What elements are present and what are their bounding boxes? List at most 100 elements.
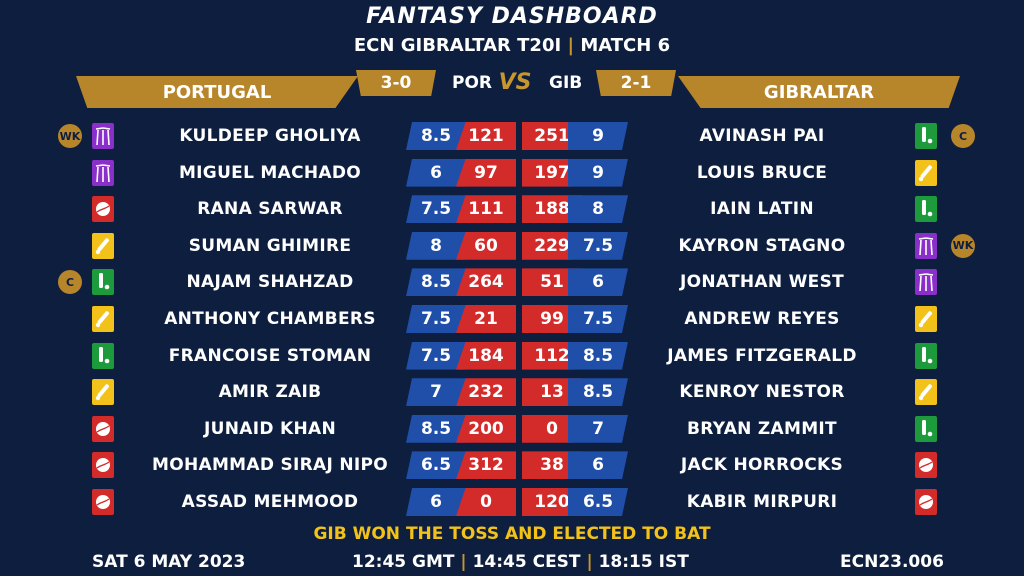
- batsman-icon: [915, 342, 937, 369]
- team-right-abbr: GIB: [549, 73, 583, 93]
- right-player-name: BRYAN ZAMMIT: [687, 418, 837, 439]
- right-player-credit: 8.5: [568, 341, 628, 370]
- left-player-credit: 6: [406, 158, 466, 187]
- captain-badge: C: [58, 270, 82, 295]
- left-player-name: ANTHONY CHAMBERS: [164, 309, 376, 329]
- left-player-credit: 6.5: [406, 451, 466, 480]
- left-player-name: RANA SARWAR: [197, 199, 343, 220]
- team-right-banner: GIBRALTAR: [678, 76, 960, 108]
- right-player-credit: 6.5: [568, 488, 628, 516]
- player-row: SUMAN GHIMIRE 8 60 229 7.5 KAYRON STAGNO WK: [0, 230, 1024, 262]
- right-player-name: KABIR MIRPURI: [686, 492, 838, 512]
- subtitle-separator: |: [567, 35, 575, 56]
- right-player-credit: 6: [568, 451, 628, 480]
- cricket-ball-icon: [92, 489, 114, 515]
- left-player-name: ASSAD MEHMOOD: [181, 492, 359, 512]
- wicket-keeper-icon: [92, 159, 114, 186]
- player-row: RANA SARWAR 7.5 111 188 8 IAIN LATIN: [0, 193, 1024, 225]
- right-player-credit: 7.5: [568, 305, 628, 333]
- right-player-credit: 8: [568, 195, 628, 224]
- left-player-name: MIGUEL MACHADO: [178, 162, 362, 183]
- wicket-keeper-icon: [915, 269, 937, 296]
- left-player-points: 264: [456, 268, 516, 297]
- player-row: AMIR ZAIB 7 232 13 8.5 KENROY NESTOR: [0, 376, 1024, 408]
- left-player-points: 0: [456, 488, 516, 516]
- time-separator: |: [460, 552, 467, 572]
- time-ist: 18:15 IST: [598, 552, 689, 572]
- left-player-points: 121: [456, 122, 516, 150]
- right-player-name: ANDREW REYES: [684, 309, 840, 329]
- left-player-points: 97: [456, 158, 516, 187]
- cricket-ball-icon: [915, 489, 937, 515]
- player-row: JUNAID KHAN 8.5 200 0 7 BRYAN ZAMMIT: [0, 413, 1024, 445]
- all-rounder-icon: [915, 159, 937, 186]
- right-player-name: JONATHAN WEST: [679, 272, 845, 293]
- batsman-icon: [92, 342, 114, 369]
- player-row: FRANCOISE STOMAN 7.5 184 112 8.5 JAMES FITZGE…: [0, 340, 1024, 372]
- left-player-credit: 8.5: [406, 122, 466, 150]
- team-right-record: 2-1: [596, 70, 676, 96]
- left-player-name: KULDEEP GHOLIYA: [179, 126, 361, 146]
- left-player-points: 60: [456, 231, 516, 260]
- left-player-points: 184: [456, 341, 516, 370]
- all-rounder-icon: [92, 379, 114, 406]
- right-player-name: KENROY NESTOR: [679, 382, 845, 403]
- cricket-ball-icon: [92, 196, 114, 223]
- player-row: C NAJAM SHAHZAD 8.5 264 51 6 JONATHAN WEST: [0, 266, 1024, 298]
- right-player-credit: 7.5: [568, 231, 628, 260]
- left-player-name: MOHAMMAD SIRAJ NIPO: [152, 455, 388, 476]
- left-player-points: 21: [456, 305, 516, 333]
- left-player-points: 232: [456, 378, 516, 407]
- left-player-points: 312: [456, 451, 516, 480]
- player-row: WK KULDEEP GHOLIYA 8.5 121 251 9 AVINASH PAI C: [0, 120, 1024, 152]
- left-player-name: FRANCOISE STOMAN: [168, 345, 372, 366]
- batsman-icon: [915, 123, 937, 149]
- cricket-ball-icon: [92, 415, 114, 442]
- cricket-ball-icon: [915, 452, 937, 479]
- left-player-credit: 6: [406, 488, 466, 516]
- left-player-credit: 8.5: [406, 268, 466, 297]
- all-rounder-icon: [92, 306, 114, 332]
- time-gmt: 12:45 GMT: [352, 552, 455, 572]
- time-separator: |: [586, 552, 593, 572]
- batsman-icon: [915, 415, 937, 442]
- match-times: 12:45 GMT | 14:45 CEST | 18:15 IST: [352, 552, 689, 572]
- wicket-keeper-icon: [92, 123, 114, 149]
- all-rounder-icon: [92, 232, 114, 259]
- player-row: MOHAMMAD SIRAJ NIPO 6.5 312 38 6 JACK HORROCK…: [0, 449, 1024, 481]
- match-subtitle: ECN GIBRALTAR T20I | MATCH 6: [0, 35, 1024, 56]
- right-player-name: KAYRON STAGNO: [678, 235, 846, 256]
- right-player-name: IAIN LATIN: [710, 199, 814, 220]
- player-row: ANTHONY CHAMBERS 7.5 21 99 7.5 ANDREW REYES: [0, 303, 1024, 335]
- match-code: ECN23.006: [840, 552, 944, 572]
- team-left-banner: PORTUGAL: [76, 76, 358, 108]
- player-row: MIGUEL MACHADO 6 97 197 9 LOUIS BRUCE: [0, 157, 1024, 189]
- time-cest: 14:45 CEST: [472, 552, 581, 572]
- batsman-icon: [915, 196, 937, 223]
- dashboard-title: FANTASY DASHBOARD: [366, 4, 658, 29]
- toss-result: GIB WON THE TOSS AND ELECTED TO BAT: [313, 524, 711, 544]
- left-player-name: JUNAID KHAN: [204, 418, 336, 439]
- wicket-keeper-icon: [915, 232, 937, 259]
- cricket-ball-icon: [92, 452, 114, 479]
- team-left-record: 3-0: [356, 70, 436, 96]
- left-player-name: SUMAN GHIMIRE: [188, 235, 352, 256]
- right-player-name: LOUIS BRUCE: [696, 162, 828, 183]
- left-player-credit: 8: [406, 231, 466, 260]
- left-player-credit: 8.5: [406, 414, 466, 443]
- left-player-credit: 7.5: [406, 341, 466, 370]
- captain-badge: C: [951, 124, 975, 148]
- right-player-name: JACK HORROCKS: [680, 455, 844, 476]
- left-player-points: 111: [456, 195, 516, 224]
- right-player-name: JAMES FITZGERALD: [667, 345, 857, 366]
- right-player-credit: 7: [568, 414, 628, 443]
- right-player-credit: 9: [568, 122, 628, 150]
- left-player-credit: 7.5: [406, 305, 466, 333]
- all-rounder-icon: [915, 306, 937, 332]
- left-player-name: AMIR ZAIB: [218, 382, 322, 403]
- right-player-credit: 6: [568, 268, 628, 297]
- right-player-name: AVINASH PAI: [699, 126, 825, 146]
- left-player-name: NAJAM SHAHZAD: [186, 272, 354, 293]
- vs-logo: VS: [498, 69, 532, 95]
- match-date: SAT 6 MAY 2023: [92, 552, 246, 572]
